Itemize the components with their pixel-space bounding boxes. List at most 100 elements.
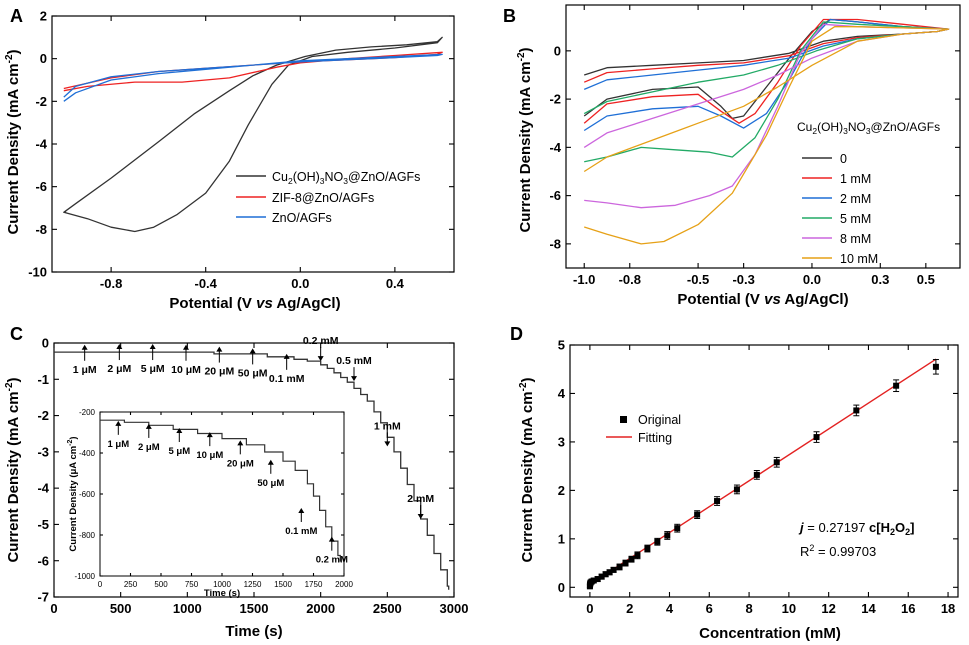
inset-anno-label-3: 10 μM (196, 450, 223, 461)
inset-ytick-label-2: -600 (79, 490, 96, 499)
legend-d-marker-original (620, 416, 627, 423)
c-series-0 (54, 351, 450, 590)
panel-b-ticks: -1.0 -0.8 -0.5 -0.3 0.0 0.3 0.5 0 -2 -4 -6 -8 (549, 5, 960, 287)
inset-axes-frame (99, 411, 345, 577)
inset-anno-label-4: 20 μM (227, 458, 254, 469)
c-anno-arrow-5-head (249, 348, 256, 354)
d-point-20 (694, 511, 701, 518)
a-xtick-label-1: -0.4 (195, 276, 218, 291)
inset-anno-arrow-3-head (206, 432, 213, 438)
d-point-25 (813, 434, 820, 441)
a-ytick-label-3: -4 (35, 137, 47, 152)
legend-b-label-0: 0 (840, 152, 847, 166)
b-series-5 (583, 26, 950, 245)
legend-b-label-2: 2 mM (840, 192, 871, 206)
d-xtick-label-9: 18 (941, 601, 955, 616)
d-point-26 (853, 407, 860, 414)
panel-a-xlabel: Potential (V vs Ag/AgCl) (169, 295, 340, 312)
a-series-0 (63, 36, 443, 233)
b-ytick-label-2: -4 (549, 140, 561, 155)
inset-anno-label-2: 5 μM (168, 446, 190, 457)
d-point-17 (654, 538, 661, 545)
legend-b-label-3: 5 mM (840, 212, 871, 226)
panel-d-xlabel: Concentration (mM) (699, 625, 841, 642)
d-point-6 (590, 577, 597, 584)
inset-anno-label-6: 0.1 mM (285, 526, 317, 537)
d-point-23 (753, 471, 760, 478)
c-ytick-label-2: -2 (37, 408, 49, 423)
c-anno-label-4: 20 μM (204, 366, 234, 378)
d-point-18 (664, 532, 671, 539)
panel-a-ticks: -0.8 -0.4 0.0 0.4 2 0 -2 -4 -6 -8 -10 (28, 9, 454, 291)
b-xtick-label-5: 0.3 (871, 272, 889, 287)
panel-a-letter: A (10, 6, 23, 26)
panel-c-letter: C (10, 324, 23, 344)
d-point-10 (606, 569, 613, 576)
d-point-15 (634, 552, 641, 559)
d-point-28 (932, 363, 939, 370)
inset-ytick-label-4: -1000 (75, 572, 96, 581)
c-anno-label-5: 50 μM (238, 367, 268, 379)
d-point-19 (674, 525, 681, 532)
inset-xtick-label-0: 0 (98, 580, 103, 589)
panel-d-letter: D (510, 324, 523, 344)
panel-d-legend: Original Fitting (606, 413, 681, 445)
d-point-9 (602, 571, 609, 578)
c-anno-label-9: 1 mM (374, 420, 401, 432)
c-anno-arrow-3-head (183, 344, 189, 350)
legend-b-label-4: 8 mM (840, 232, 871, 246)
d-point-7 (594, 576, 601, 583)
d-xtick-label-7: 14 (861, 601, 876, 616)
fit-equation: j = 0.27197 c[H2O2] (798, 520, 915, 537)
panel-d-axes-frame (569, 344, 959, 598)
panel-b-legend: Cu2(OH)3NO3@ZnO/AGFs 0 1 mM 2 mM 5 mM 8 mM 10… (797, 120, 940, 266)
c-anno-arrow-10-head (417, 513, 424, 519)
inset-anno-arrow-0-head (115, 420, 122, 426)
a-xtick-label-2: 0.0 (291, 276, 309, 291)
b-series-2 (583, 18, 950, 132)
d-point-11 (610, 566, 617, 573)
d-xtick-label-2: 4 (666, 601, 674, 616)
inset-series (100, 419, 341, 562)
inset-xtick-label-8: 2000 (335, 580, 353, 589)
d-point-8 (598, 573, 605, 580)
inset-series-0 (100, 419, 341, 562)
b-xtick-label-0: -1.0 (573, 272, 595, 287)
d-ytick-label-2: 2 (558, 483, 565, 498)
c-anno-arrow-4-head (216, 346, 223, 352)
legend-d-label-original: Original (638, 413, 681, 427)
a-xtick-label-0: -0.8 (100, 276, 122, 291)
a-series-2 (63, 53, 443, 102)
c-ytick-label-1: -1 (37, 372, 49, 387)
a-ytick-label-5: -8 (35, 222, 47, 237)
c-anno-label-7: 0.2 mM (303, 335, 339, 347)
b-ytick-label-0: 0 (554, 43, 561, 58)
d-point-24 (773, 459, 780, 466)
c-anno-label-6: 0.1 mM (269, 373, 305, 385)
a-ytick-label-2: -2 (35, 94, 47, 109)
d-xtick-label-5: 10 (782, 601, 796, 616)
b-ytick-label-3: -6 (549, 188, 561, 203)
c-xtick-label-0: 0 (50, 601, 57, 616)
d-point-16 (644, 545, 651, 552)
d-ytick-label-1: 1 (558, 531, 565, 546)
inset-anno-arrow-5-head (267, 459, 274, 465)
inset-ytick-label-1: -400 (79, 449, 96, 458)
legend-a-label-0: Cu2(OH)3NO3@ZnO/AGFs (272, 170, 420, 186)
c-ytick-label-6: -6 (37, 553, 49, 568)
d-ytick-label-3: 3 (558, 434, 565, 449)
c-ytick-label-7: -7 (37, 590, 49, 605)
panel-d-ylabel: Current Density (mA cm-2) (518, 377, 536, 562)
inset-ytick-label-3: -800 (79, 531, 96, 540)
inset-ticks: 0 250 500 750 1000 1250 1500 1750 2000 -200 -400 -6… (75, 408, 354, 589)
legend-b-label-5: 10 mM (840, 252, 878, 266)
panel-b-ylabel: Current Density (mA cm-2) (516, 47, 534, 232)
inset-xtick-label-5: 1250 (244, 580, 262, 589)
d-ytick-label-0: 0 (558, 580, 565, 595)
d-ytick-label-4: 4 (558, 386, 566, 401)
fit-r-squared: R2 = 0.99703 (800, 543, 876, 559)
a-ytick-label-4: -6 (35, 179, 47, 194)
legend-d-label-fitting: Fitting (638, 431, 672, 445)
c-anno-label-2: 5 μM (141, 363, 165, 375)
